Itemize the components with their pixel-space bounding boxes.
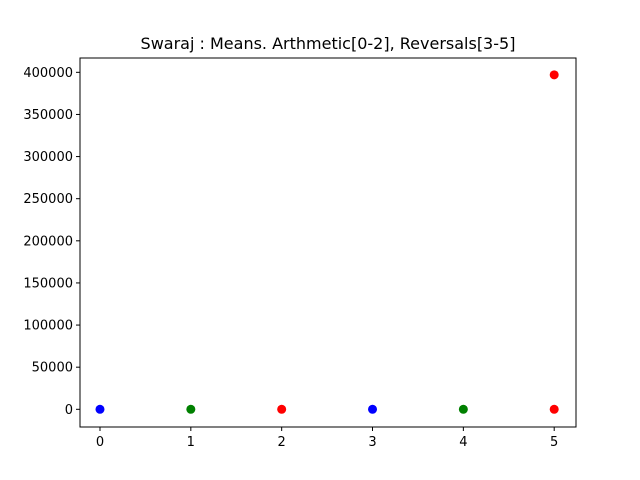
x-tick-label: 2: [278, 435, 286, 450]
y-tick-label: 300000: [23, 150, 73, 165]
data-point: [95, 404, 105, 414]
x-axis: 0 1 2 3 4 5: [96, 427, 558, 450]
y-tick-label: 200000: [23, 234, 73, 249]
y-tick-label: 150000: [23, 276, 73, 291]
y-tick-label: 100000: [23, 319, 73, 334]
y-axis: 0 50000 100000 150000 200000 250000 300000 3500…: [23, 66, 80, 418]
x-tick-label: 1: [187, 435, 195, 450]
x-tick-label: 4: [459, 435, 467, 450]
data-point: [277, 404, 287, 414]
x-tick-label: 3: [368, 435, 376, 450]
y-tick-label: 250000: [23, 192, 73, 207]
data-points: [95, 70, 559, 414]
y-tick-label: 50000: [32, 361, 73, 376]
plot-frame: [79, 57, 577, 428]
data-point: [186, 404, 196, 414]
data-point: [549, 404, 559, 414]
data-point: [549, 70, 559, 80]
x-tick-label: 5: [550, 435, 558, 450]
y-tick-label: 400000: [23, 66, 73, 81]
data-point: [458, 404, 468, 414]
x-tick-label: 0: [96, 435, 104, 450]
y-tick-label: 0: [65, 403, 73, 418]
y-tick-label: 350000: [23, 108, 73, 123]
chart-title: Swaraj : Means. Arthmetic[0-2], Reversal…: [141, 34, 516, 53]
data-point: [368, 404, 378, 414]
